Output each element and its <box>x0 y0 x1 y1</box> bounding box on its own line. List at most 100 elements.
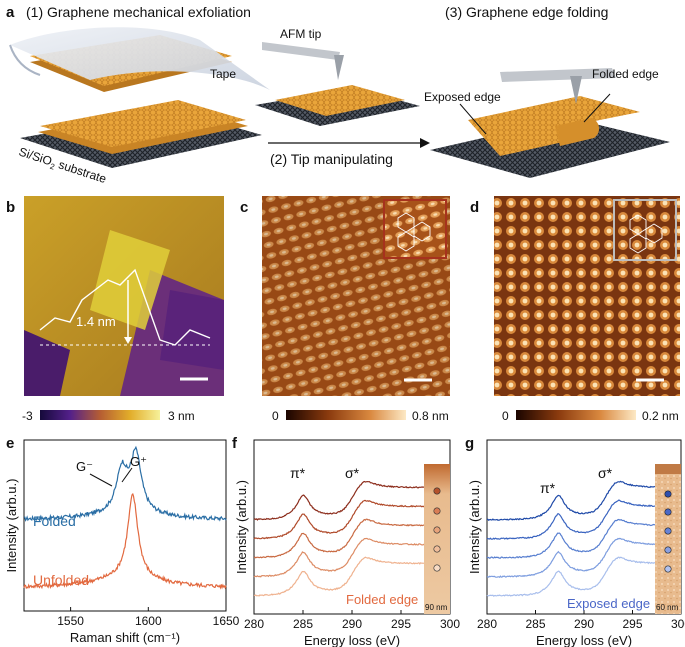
colorbar-d-min: 0 <box>502 409 509 423</box>
f-sigma-label: σ* <box>345 465 360 481</box>
panel-b-label: b <box>6 199 15 216</box>
eels-g-plot-frame <box>486 439 682 615</box>
g-sigma-label: σ* <box>598 465 613 481</box>
unfolded-series-label: Unfolded <box>33 572 89 588</box>
afm-image-c <box>262 196 450 396</box>
graphene-flake-2 <box>275 85 405 116</box>
probe-dot-g-5 <box>664 565 672 573</box>
eels-g-x-tick-label: 300 <box>671 617 685 631</box>
raman-x-axis-label: Raman shift (cm⁻¹) <box>70 630 180 645</box>
raman-x-tick-label: 1600 <box>135 614 162 628</box>
eels-f-series-2 <box>253 499 425 540</box>
g-plus-arrow <box>121 467 133 483</box>
folded-series-label: Folded <box>33 513 76 529</box>
colorbar-b <box>40 410 160 420</box>
colorbar-d <box>516 410 636 420</box>
eels-g-series-2 <box>486 499 656 540</box>
g-plus-label: G⁺ <box>130 454 147 469</box>
eels-f-series-4 <box>253 537 425 578</box>
folded-edge-roll <box>555 118 600 146</box>
eels-g-x-axis-label: Energy loss (eV) <box>536 633 632 647</box>
raman-series-folded <box>23 445 227 522</box>
eels-f-series-1 <box>253 480 425 521</box>
g-scale-label: 60 nm <box>656 603 679 612</box>
eels-g-series-4 <box>486 537 656 578</box>
step3-title: (3) Graphene edge folding <box>445 4 608 20</box>
exposed-edge-label: Exposed edge <box>424 90 501 104</box>
raman-chart: 1550 1600 1650 Raman shift (cm⁻¹) Intensity … <box>4 439 240 645</box>
raman-y-axis-label: Intensity (arb.u.) <box>4 479 19 573</box>
folded-edge-label: Folded edge <box>592 67 659 81</box>
raman-x-tick-label: 1550 <box>57 614 84 628</box>
eels-g-x-tick-label: 280 <box>477 617 497 631</box>
eels-f-series-3 <box>253 518 425 559</box>
inset-c <box>383 199 447 259</box>
step2-title: (2) Tip manipulating <box>270 151 393 167</box>
eels-g-series-3 <box>486 518 656 559</box>
afm-cantilever <box>262 42 340 60</box>
graphene-flake-lower-top <box>40 100 246 147</box>
colorbar-c <box>286 410 406 420</box>
step1-title: (1) Graphene mechanical exfoliation <box>26 4 251 20</box>
eels-chart-exposed: 280 285 290 295 300 Energy loss (eV) Intensity… <box>467 439 685 647</box>
eels-f-series-5 <box>253 556 425 597</box>
eels-g-x-tick-label: 290 <box>574 617 594 631</box>
panel-g-label: g <box>465 435 474 452</box>
probe-dot-f-1 <box>433 487 441 495</box>
graphene-flake-3 <box>468 96 640 156</box>
folded-edge-image <box>424 464 450 614</box>
colorbar-c-max: 0.8 nm <box>412 409 449 423</box>
exposed-edge-caption: Exposed edge <box>567 596 650 611</box>
eels-g-series-1 <box>486 480 656 521</box>
height-label: 1.4 nm <box>76 314 116 329</box>
exposed-edge-image <box>655 464 681 614</box>
eels-f-y-axis-label: Intensity (arb.u.) <box>234 480 249 574</box>
panel-c-label: c <box>240 199 248 216</box>
raman-x-tick-label: 1650 <box>213 614 240 628</box>
f-scale-label: 90 nm <box>425 603 448 612</box>
afm-image-d <box>494 196 680 396</box>
eels-f-x-tick-label: 295 <box>391 617 411 631</box>
eels-f-x-axis-label: Energy loss (eV) <box>304 633 400 647</box>
tape-label: Tape <box>210 67 236 81</box>
probe-dot-f-2 <box>433 507 441 515</box>
exfoliation-illustration <box>9 27 270 168</box>
raman-plot-frame <box>23 439 227 612</box>
colorbar-b-max: 3 nm <box>168 409 195 423</box>
eels-g-y-axis-label: Intensity (arb.u.) <box>467 480 482 574</box>
afm-cantilever-3 <box>500 68 616 82</box>
eels-chart-folded: 280 285 290 295 300 Energy loss (eV) Intensity… <box>234 439 460 647</box>
panel-d-label: d <box>470 199 479 216</box>
eels-g-x-tick-label: 295 <box>622 617 642 631</box>
eels-g-series-5 <box>486 556 656 597</box>
edge-folding-illustration <box>430 68 670 178</box>
eels-f-x-tick-label: 300 <box>440 617 460 631</box>
g-pi-label: π* <box>540 480 556 496</box>
f-pi-label: π* <box>290 465 306 481</box>
g-minus-arrow <box>89 473 113 487</box>
afm-tip <box>334 55 344 80</box>
probe-dot-g-3 <box>664 527 672 535</box>
probe-dot-f-5 <box>433 564 441 572</box>
afm-tip-label: AFM tip <box>280 27 322 41</box>
process-arrow-head <box>420 138 430 148</box>
tape-sheet <box>10 27 270 90</box>
panel-f-label: f <box>232 435 238 452</box>
probe-dot-g-1 <box>664 490 672 498</box>
probe-dot-g-2 <box>664 508 672 516</box>
colorbar-c-min: 0 <box>272 409 279 423</box>
probe-dot-f-3 <box>433 526 441 534</box>
afm-tip-3 <box>570 76 582 104</box>
colorbar-b-min: -3 <box>22 409 33 423</box>
eels-f-x-tick-label: 290 <box>342 617 362 631</box>
substrate-lattice-3 <box>430 118 670 178</box>
afm-image-b <box>24 196 224 396</box>
eels-g-x-tick-label: 285 <box>525 617 545 631</box>
probe-dot-g-4 <box>664 546 672 554</box>
panel-a-label: a <box>6 4 15 21</box>
tip-manipulation-illustration <box>255 42 420 126</box>
probe-dot-f-4 <box>433 545 441 553</box>
eels-f-x-tick-label: 285 <box>293 617 313 631</box>
height-profile-line <box>39 268 211 346</box>
